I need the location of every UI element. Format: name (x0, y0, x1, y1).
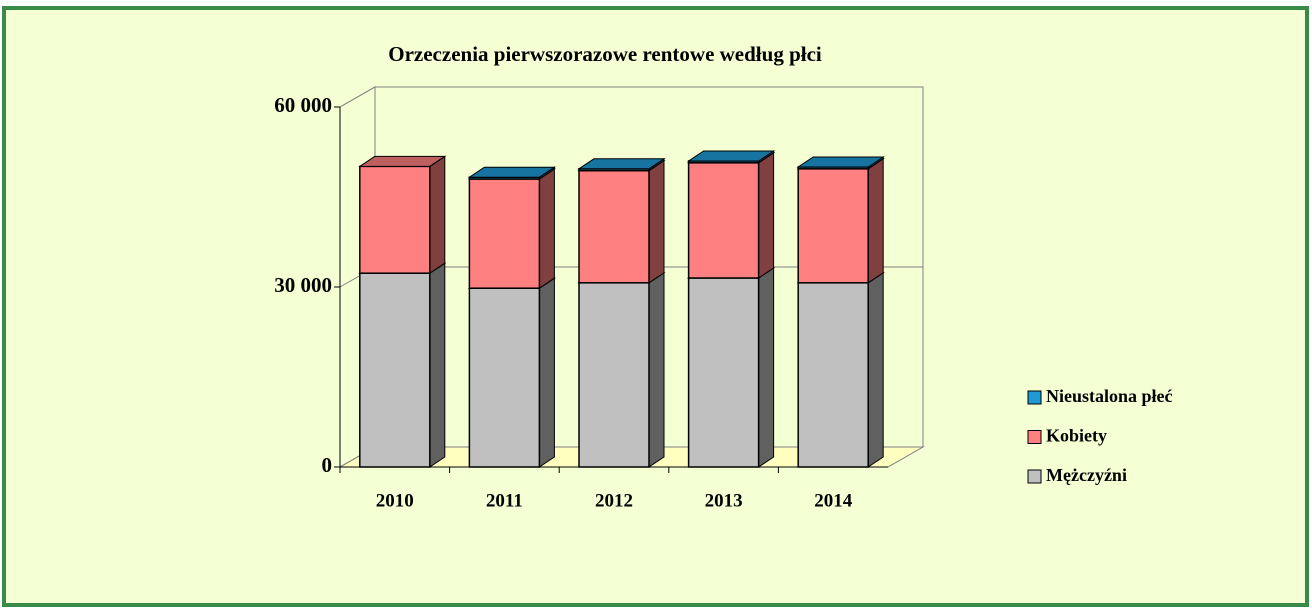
bar-top (796, 156, 885, 168)
x-tick-label: 2013 (705, 490, 743, 511)
legend-label: Kobiety (1046, 426, 1107, 446)
x-tick-label: 2011 (486, 490, 523, 511)
bar (797, 282, 869, 468)
legend-label: Mężczyźni (1046, 465, 1127, 485)
bar (578, 282, 650, 468)
bar (468, 178, 541, 289)
bar-side (648, 159, 665, 284)
y-tick-label: 30 000 (274, 273, 332, 297)
bar-side (538, 277, 555, 468)
legend-swatch (1027, 430, 1042, 444)
y-tick-label: 60 000 (274, 93, 332, 117)
bar-side (758, 151, 775, 279)
bar (687, 162, 760, 279)
bar-top (577, 158, 666, 170)
bar-side (867, 157, 884, 284)
bar (797, 168, 869, 284)
bar-side (758, 267, 775, 468)
x-tick-label: 2010 (376, 490, 414, 511)
legend-swatch (1027, 390, 1042, 405)
legend-label: Nieustalona płeć (1046, 386, 1173, 406)
x-tick-label: 2012 (595, 490, 633, 511)
bar-side (867, 271, 884, 468)
grid-line (339, 86, 923, 108)
bar (359, 165, 431, 274)
legend-swatch (1027, 469, 1042, 484)
bar-side (538, 168, 555, 290)
bar-top (467, 166, 557, 178)
bar-side (429, 262, 446, 468)
chart-title: Orzeczenia pierwszorazowe rentowe według… (388, 42, 822, 66)
y-tick-label: 0 (322, 453, 333, 477)
bar (359, 272, 431, 468)
bar (468, 287, 541, 468)
bar-top (686, 150, 776, 162)
x-tick-label: 2014 (814, 490, 853, 511)
bar (687, 277, 760, 468)
bar (578, 169, 650, 284)
bar-side (648, 271, 665, 468)
bar-side (429, 155, 446, 275)
bar-side (429, 155, 446, 167)
